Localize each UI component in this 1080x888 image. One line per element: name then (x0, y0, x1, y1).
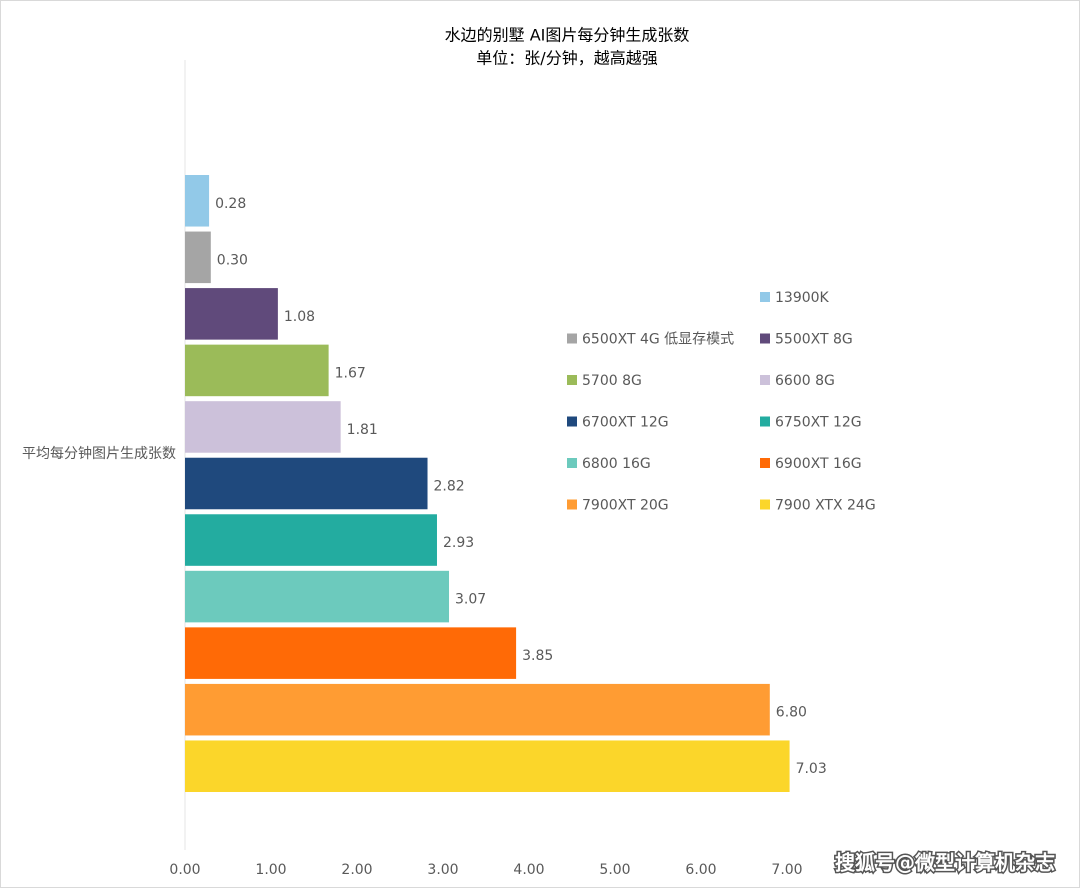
legend-swatch (760, 292, 770, 302)
legend-label: 5700 8G (582, 373, 642, 389)
legend-label: 7900XT 20G (582, 498, 669, 514)
x-tick-label: 3.00 (427, 862, 458, 878)
legend-label: 5500XT 8G (775, 332, 853, 348)
x-tick-label: 4.00 (513, 862, 544, 878)
value-label: 0.30 (217, 252, 248, 268)
legend-label: 6750XT 12G (775, 415, 862, 431)
legend-swatch (760, 499, 770, 510)
legend-swatch (760, 333, 770, 344)
legend-swatch (567, 416, 577, 427)
legend-label: 13900K (775, 290, 830, 306)
legend-label: 6800 16G (582, 456, 651, 472)
legend-swatch (760, 416, 770, 427)
legend-label: 6600 8G (775, 373, 835, 389)
legend-swatch (567, 333, 577, 344)
value-label: 1.67 (335, 365, 366, 381)
bar (185, 514, 437, 566)
legend-swatch (567, 458, 577, 468)
value-label: 7.03 (796, 761, 827, 777)
bar (185, 627, 517, 679)
legend-swatch (760, 375, 770, 385)
legend-swatch (567, 499, 577, 510)
value-label: 3.07 (455, 592, 486, 608)
x-tick-label: 0.00 (169, 862, 200, 878)
bar (185, 288, 278, 340)
bar (185, 570, 450, 623)
x-tick-label: 7.00 (771, 862, 802, 878)
bar (185, 740, 790, 792)
chart-subtitle: 单位：张/分钟，越高越强 (476, 49, 657, 68)
legend-label: 7900 XTX 24G (775, 498, 876, 514)
chart-title: 水边的别墅 AI图片每分钟生成张数 (445, 26, 690, 45)
value-label: 1.08 (284, 309, 315, 325)
value-label: 2.82 (434, 479, 465, 495)
x-tick-label: 2.00 (341, 862, 372, 878)
value-label: 1.81 (347, 422, 378, 438)
value-label: 6.80 (776, 705, 807, 721)
category-label: 平均每分钟图片生成张数 (22, 445, 176, 462)
bar (185, 401, 341, 453)
legend-label: 6500XT 4G 低显存模式 (582, 332, 734, 348)
value-label: 3.85 (522, 648, 553, 664)
x-tick-label: 6.00 (685, 862, 716, 878)
value-label: 0.28 (215, 196, 246, 212)
legend-swatch (567, 375, 577, 385)
value-label: 2.93 (443, 535, 474, 551)
x-tick-label: 5.00 (599, 862, 630, 878)
bar (185, 683, 770, 736)
legend-label: 6900XT 16G (775, 456, 862, 472)
legend-label: 6700XT 12G (582, 415, 669, 431)
bar (185, 231, 211, 284)
bar (185, 457, 428, 510)
legend-swatch (760, 458, 770, 468)
x-tick-label: 1.00 (255, 862, 286, 878)
watermark: 搜狐号@微型计算机杂志 (835, 851, 1055, 875)
bar (185, 175, 210, 227)
bar (185, 344, 329, 397)
